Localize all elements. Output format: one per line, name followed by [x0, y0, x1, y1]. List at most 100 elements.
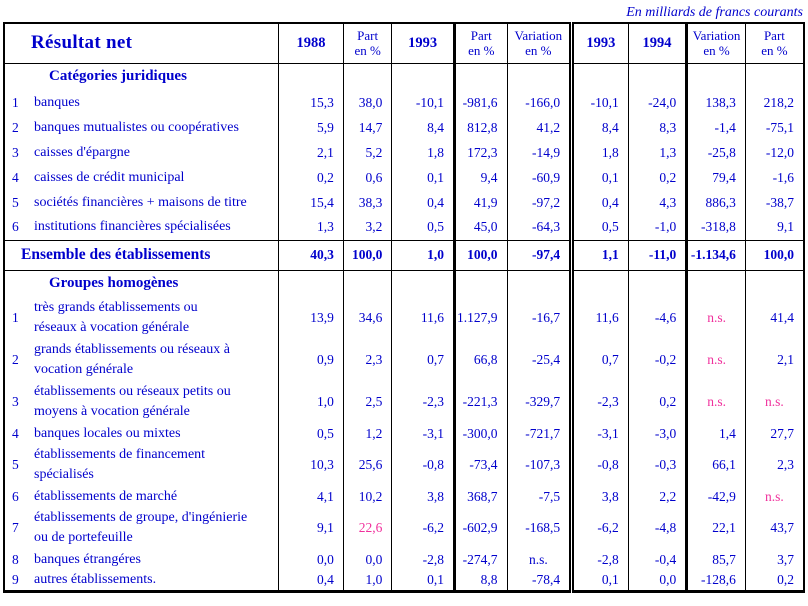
units-caption: En milliards de francs courants [626, 5, 803, 20]
cell-value: 100,0 [343, 240, 393, 270]
cell-value: 2,1 [278, 140, 344, 165]
cell-value: 25,6 [343, 444, 393, 486]
cell-value: 0,7 [391, 339, 456, 381]
cell-value: 138,3 [686, 90, 746, 115]
cell-value: -3,1 [571, 423, 629, 444]
cell-value: 11,6 [391, 297, 456, 339]
cell-value: 1,3 [628, 140, 689, 165]
row-label-cell: 6 établissements de marché [4, 486, 280, 507]
total-label-cell: Ensemble des établissements [4, 240, 280, 270]
cell-value: -0,8 [571, 444, 629, 486]
table-row: 4 caisses de crédit municipal 0,2 0,6 0,1 9,4… [4, 165, 804, 190]
table-row: 1 très grands établissements ou réseaux à… [4, 297, 804, 339]
col-header-part-1988: Part en % [343, 23, 393, 63]
cell-value: -4,8 [628, 507, 689, 549]
cell-value: 0,2 [278, 165, 344, 190]
table-title: Résultat net [4, 23, 280, 63]
row-label: banques étrangéres [34, 551, 141, 567]
row-number: 5 [12, 457, 19, 472]
cell-value: 0,2 [628, 381, 689, 423]
col-header-variation-2: Variation en % [686, 23, 746, 63]
col-header-part-1994: Part en % [761, 27, 788, 59]
cell-value: 14,7 [343, 115, 393, 140]
cell-value: 13,9 [278, 297, 344, 339]
cell-value: 0,5 [571, 215, 629, 240]
cell-value: 172,3 [454, 140, 508, 165]
cell-value: 2,1 [777, 352, 794, 367]
section-title: Catégories juridiques [49, 68, 187, 85]
cell-empty [628, 63, 689, 90]
cell-value: -2,8 [391, 549, 456, 570]
row-number: 9 [12, 572, 19, 587]
cell-value: 0,1 [391, 570, 456, 592]
cell-value: 0,4 [571, 190, 629, 215]
cell-value: 1,0 [278, 381, 344, 423]
cell-value: 0,4 [278, 570, 344, 592]
cell-empty [686, 63, 746, 90]
cell-value: -38,7 [765, 194, 794, 210]
cell-value: -2,8 [571, 549, 629, 570]
row-number: 7 [12, 520, 19, 535]
cell-empty [278, 270, 344, 297]
cell-value: -75,1 [765, 119, 794, 135]
cell-value: -2,3 [571, 381, 629, 423]
cell-value: 218,2 [763, 94, 794, 110]
row-label-cell: 6 institutions financières spécialisées [4, 215, 280, 240]
row-label: banques [34, 94, 80, 110]
cell-value: 10,2 [343, 486, 393, 507]
cell-value: -1,0 [628, 215, 689, 240]
row-label-cell: 3 établissements ou réseaux petits ou moy… [4, 381, 280, 423]
cell-value: -73,4 [454, 444, 508, 486]
resultat-net-table: Résultat net 1988 Part en % 1993 Part en… [3, 22, 805, 593]
cell-value: 0,0 [343, 549, 393, 570]
cell-value: 100,0 [454, 240, 508, 270]
cell-value: 0,5 [278, 423, 344, 444]
section-title: Groupes homogènes [49, 275, 179, 292]
cell-value: 2,3 [777, 457, 794, 472]
cell-value: -97,4 [507, 240, 575, 270]
cell-value: 8,4 [571, 115, 629, 140]
row-number: 6 [12, 488, 19, 504]
row-label: établissements de marché [34, 488, 178, 504]
cell-empty [343, 270, 393, 297]
cell-value: -0,8 [391, 444, 456, 486]
row-number: 4 [12, 169, 19, 185]
row-label-cell: 5 établissements de financement spécialis… [4, 444, 280, 486]
cell-value: n.s. [686, 339, 746, 381]
cell-empty [343, 63, 393, 90]
table-row: 4 banques locales ou mixtes 0,5 1,2 -3,1 -300… [4, 423, 804, 444]
cell-value: n.s. [686, 297, 746, 339]
table-row: 3 établissements ou réseaux petits ou moy… [4, 381, 804, 423]
cell-value: n.s. [765, 394, 784, 409]
row-label-cell: 1 très grands établissements ou réseaux à… [4, 297, 280, 339]
cell-value: 41,2 [507, 115, 575, 140]
cell-value: 5,9 [278, 115, 344, 140]
cell-value: 41,9 [454, 190, 508, 215]
row-label: grands établissements ou réseaux à vocat… [34, 342, 230, 377]
cell-value: 22,6 [343, 507, 393, 549]
row-label-cell: 3 caisses d'épargne [4, 140, 280, 165]
cell-value: 0,1 [391, 165, 456, 190]
row-number: 3 [12, 144, 19, 160]
cell-value: -64,3 [507, 215, 575, 240]
cell-value: 100,0 [763, 247, 794, 262]
row-number: 5 [12, 194, 19, 210]
row-label: très grands établissements ou réseaux à … [34, 300, 198, 335]
cell-value: 34,6 [343, 297, 393, 339]
cell-value: 1,2 [343, 423, 393, 444]
cell-value: -318,8 [686, 215, 746, 240]
cell-value: -1.134,6 [686, 240, 746, 270]
cell-value: 2,2 [628, 486, 689, 507]
row-label-cell: 9 autres établissements. [4, 570, 280, 592]
cell-value: 0,0 [278, 549, 344, 570]
cell-empty [454, 63, 508, 90]
cell-value: -329,7 [507, 381, 575, 423]
table-row: 2 grands établissements ou réseaux à voca… [4, 339, 804, 381]
table-row: 5 établissements de financement spécialis… [4, 444, 804, 486]
cell-value: 1,4 [686, 423, 746, 444]
cell-value: 38,0 [343, 90, 393, 115]
cell-empty [745, 63, 804, 90]
page: En milliards de francs courants Résultat… [3, 0, 805, 593]
cell-value: 4,3 [628, 190, 689, 215]
cell-value: 0,0 [628, 570, 689, 592]
